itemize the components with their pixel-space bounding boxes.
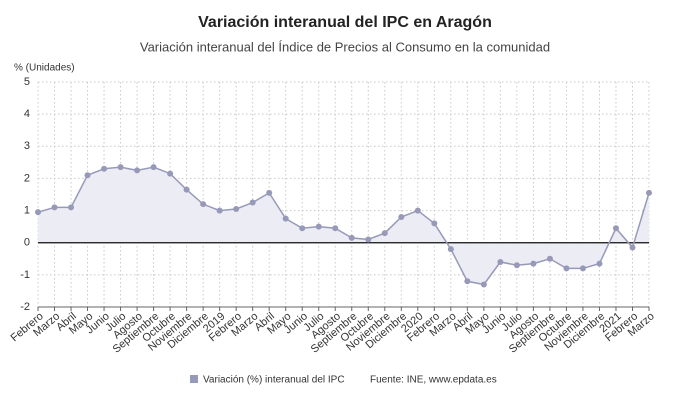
point bbox=[332, 225, 339, 232]
point bbox=[348, 234, 355, 241]
point bbox=[431, 220, 438, 227]
point bbox=[563, 265, 570, 272]
point bbox=[646, 189, 652, 196]
point bbox=[299, 225, 306, 232]
point bbox=[546, 255, 553, 262]
point bbox=[365, 236, 372, 243]
point bbox=[68, 204, 75, 211]
point bbox=[233, 205, 240, 212]
point bbox=[117, 164, 124, 171]
point bbox=[447, 246, 454, 253]
point bbox=[249, 199, 256, 206]
point bbox=[530, 260, 537, 267]
y-tick-label: 3 bbox=[24, 140, 30, 152]
point bbox=[84, 172, 91, 179]
point bbox=[480, 281, 487, 288]
point bbox=[134, 167, 141, 174]
point bbox=[101, 165, 108, 172]
point bbox=[596, 260, 603, 267]
legend-label: Variación (%) interanual del IPC bbox=[203, 375, 345, 386]
point bbox=[35, 209, 41, 216]
point bbox=[414, 207, 421, 214]
point bbox=[282, 215, 289, 222]
chart-title: Variación interanual del IPC en Aragón bbox=[198, 14, 492, 31]
point bbox=[266, 189, 273, 196]
point bbox=[216, 207, 223, 214]
area bbox=[38, 167, 649, 285]
y-axis-label: % (Unidades) bbox=[14, 63, 75, 74]
point bbox=[513, 262, 520, 269]
y-tick-label: 0 bbox=[24, 237, 30, 249]
point bbox=[315, 223, 322, 230]
point bbox=[183, 186, 190, 193]
point bbox=[200, 201, 207, 208]
y-tick-label: 2 bbox=[24, 172, 30, 184]
point bbox=[381, 230, 388, 237]
y-tick-label: 1 bbox=[24, 204, 30, 216]
point bbox=[464, 278, 471, 285]
point bbox=[579, 265, 586, 272]
y-tick-label: 4 bbox=[24, 108, 30, 120]
legend-swatch bbox=[190, 375, 198, 383]
point bbox=[629, 244, 636, 251]
source: Fuente: INE, www.epdata.es bbox=[370, 375, 497, 386]
y-tick-label: -2 bbox=[20, 301, 30, 313]
point bbox=[497, 259, 504, 265]
y-tick-label: 5 bbox=[24, 76, 30, 88]
point bbox=[612, 225, 619, 232]
point bbox=[51, 204, 58, 211]
point bbox=[398, 214, 405, 220]
chart-subtitle: Variación interanual del Índice de Preci… bbox=[140, 39, 550, 54]
y-tick-label: -1 bbox=[20, 269, 30, 281]
point bbox=[150, 164, 157, 171]
point bbox=[167, 170, 174, 177]
